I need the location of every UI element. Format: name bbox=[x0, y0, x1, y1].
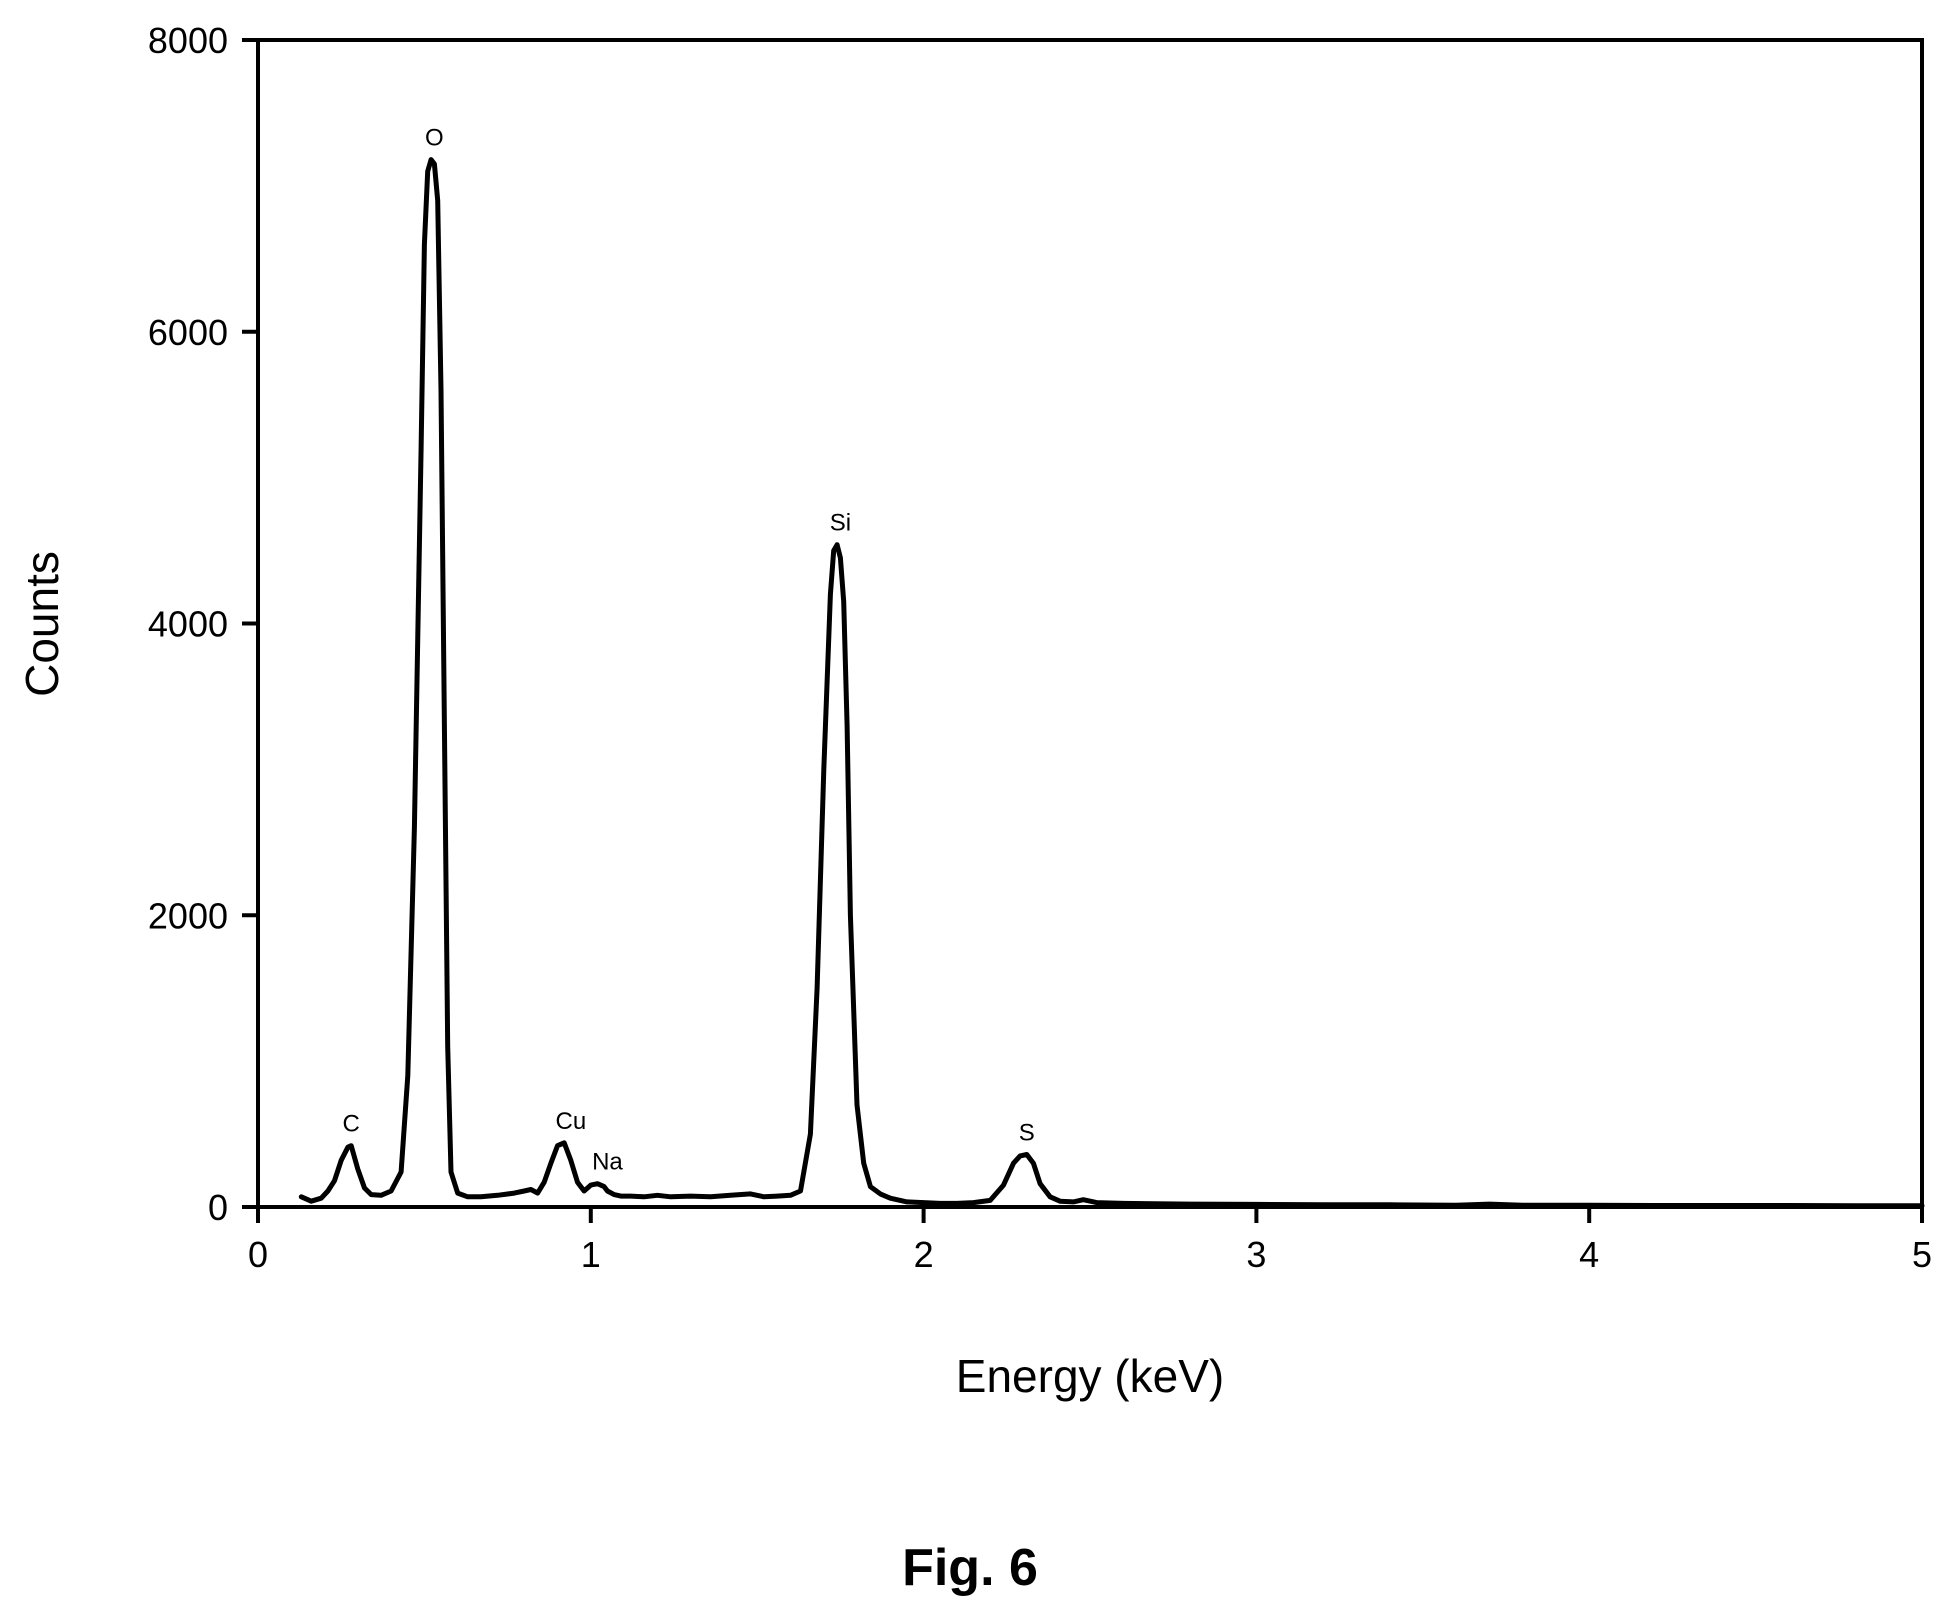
figure-caption: Fig. 6 bbox=[902, 1539, 1038, 1597]
peak-label-na: Na bbox=[592, 1149, 623, 1176]
x-tick-label: 5 bbox=[1912, 1234, 1932, 1275]
peak-label-s: S bbox=[1019, 1119, 1035, 1146]
y-tick-label: 2000 bbox=[148, 895, 228, 936]
y-tick-label: 6000 bbox=[148, 312, 228, 353]
spectrum-line bbox=[298, 157, 1925, 1209]
x-tick-label: 1 bbox=[581, 1234, 601, 1275]
x-tick-label: 2 bbox=[914, 1234, 934, 1275]
x-tick-label: 0 bbox=[248, 1234, 268, 1275]
x-axis-ticks: 0 1 2 3 4 5 bbox=[248, 1207, 1932, 1275]
peak-label-c: C bbox=[343, 1111, 360, 1138]
peak-label-o: O bbox=[425, 125, 444, 152]
y-tick-label: 4000 bbox=[148, 604, 228, 645]
x-tick-label: 3 bbox=[1246, 1234, 1266, 1275]
peak-label-si: Si bbox=[830, 510, 851, 537]
peak-label-cu: Cu bbox=[555, 1108, 586, 1135]
y-axis-ticks: 0 2000 4000 6000 8000 bbox=[148, 20, 258, 1228]
plot-frame bbox=[256, 38, 1924, 1209]
y-axis-label: Counts bbox=[16, 551, 68, 697]
y-tick-label: 8000 bbox=[148, 20, 228, 61]
x-axis-label: Energy (keV) bbox=[956, 1350, 1224, 1402]
x-tick-label: 4 bbox=[1579, 1234, 1599, 1275]
y-tick-label: 0 bbox=[208, 1187, 228, 1228]
